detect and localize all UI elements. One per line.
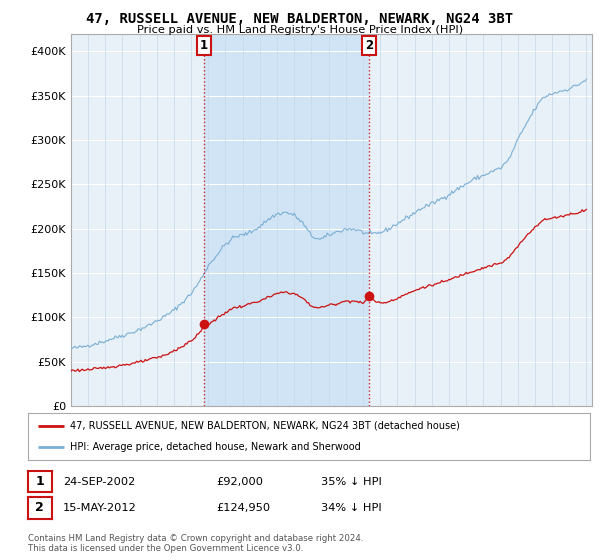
Text: 35% ↓ HPI: 35% ↓ HPI <box>321 477 382 487</box>
Text: 47, RUSSELL AVENUE, NEW BALDERTON, NEWARK, NG24 3BT (detached house): 47, RUSSELL AVENUE, NEW BALDERTON, NEWAR… <box>70 421 460 431</box>
Text: 2: 2 <box>365 39 373 52</box>
Text: Price paid vs. HM Land Registry's House Price Index (HPI): Price paid vs. HM Land Registry's House … <box>137 25 463 35</box>
Text: 2: 2 <box>35 501 44 515</box>
Text: 34% ↓ HPI: 34% ↓ HPI <box>321 503 382 513</box>
Text: 47, RUSSELL AVENUE, NEW BALDERTON, NEWARK, NG24 3BT: 47, RUSSELL AVENUE, NEW BALDERTON, NEWAR… <box>86 12 514 26</box>
Text: 24-SEP-2002: 24-SEP-2002 <box>63 477 135 487</box>
Bar <box>204 34 370 406</box>
Text: 15-MAY-2012: 15-MAY-2012 <box>63 503 137 513</box>
Text: £92,000: £92,000 <box>216 477 263 487</box>
Text: £124,950: £124,950 <box>216 503 270 513</box>
Text: 1: 1 <box>35 475 44 488</box>
Text: Contains HM Land Registry data © Crown copyright and database right 2024.
This d: Contains HM Land Registry data © Crown c… <box>28 534 363 553</box>
Text: HPI: Average price, detached house, Newark and Sherwood: HPI: Average price, detached house, Newa… <box>70 442 361 452</box>
Text: 1: 1 <box>200 39 208 52</box>
